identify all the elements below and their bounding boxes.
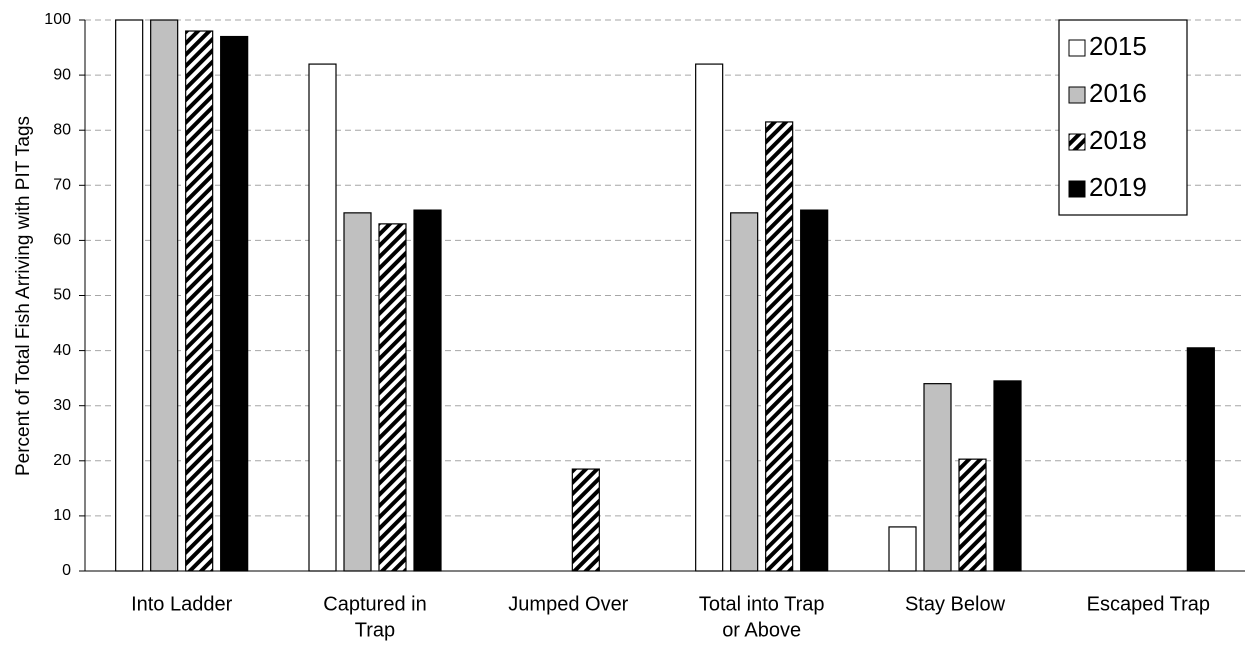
- legend-swatch: [1068, 133, 1086, 151]
- y-tick-label: 60: [53, 232, 71, 249]
- x-tick-label: or Above: [722, 619, 801, 641]
- bar: [413, 209, 442, 572]
- bar: [888, 526, 917, 572]
- legend-swatch: [1068, 39, 1086, 57]
- bar: [958, 458, 987, 572]
- x-tick-label: Jumped Over: [508, 593, 628, 615]
- y-tick-label: 90: [53, 66, 71, 83]
- legend-label: 2019: [1089, 172, 1147, 202]
- y-tick-label: 0: [62, 562, 71, 579]
- y-tick-label: 100: [44, 11, 71, 28]
- legend-swatch: [1068, 86, 1086, 104]
- x-tick-label: Into Ladder: [131, 593, 233, 615]
- bar: [343, 212, 372, 572]
- y-axis-label: Percent of Total Fish Arriving with PIT …: [13, 116, 34, 476]
- bar: [1186, 347, 1215, 572]
- x-tick-label: Trap: [355, 619, 395, 641]
- y-tick-label: 70: [53, 177, 71, 194]
- legend-label: 2015: [1089, 31, 1147, 61]
- x-tick-label: Stay Below: [905, 593, 1006, 615]
- bar: [185, 30, 214, 572]
- x-tick-label: Escaped Trap: [1087, 593, 1210, 615]
- bar: [695, 63, 724, 572]
- x-tick-label: Total into Trap: [699, 593, 825, 615]
- y-tick-label: 40: [53, 342, 71, 359]
- bar: [571, 468, 600, 572]
- bar: [378, 223, 407, 572]
- y-tick-label: 50: [53, 287, 71, 304]
- bar: [923, 383, 952, 572]
- x-tick-label: Captured in: [323, 593, 426, 615]
- legend-label: 2016: [1089, 78, 1147, 108]
- y-tick-label: 10: [53, 507, 71, 524]
- bar: [308, 63, 337, 572]
- legend-label: 2018: [1089, 125, 1147, 155]
- y-tick-label: 80: [53, 121, 71, 138]
- legend-swatch: [1068, 180, 1086, 198]
- y-tick-label: 30: [53, 397, 71, 414]
- bar: [800, 209, 829, 572]
- bar: [115, 19, 144, 572]
- y-tick-label: 20: [53, 452, 71, 469]
- bar: [730, 212, 759, 572]
- bar: [765, 121, 794, 572]
- bar: [993, 380, 1022, 572]
- bar: [150, 19, 179, 572]
- bar: [220, 35, 249, 572]
